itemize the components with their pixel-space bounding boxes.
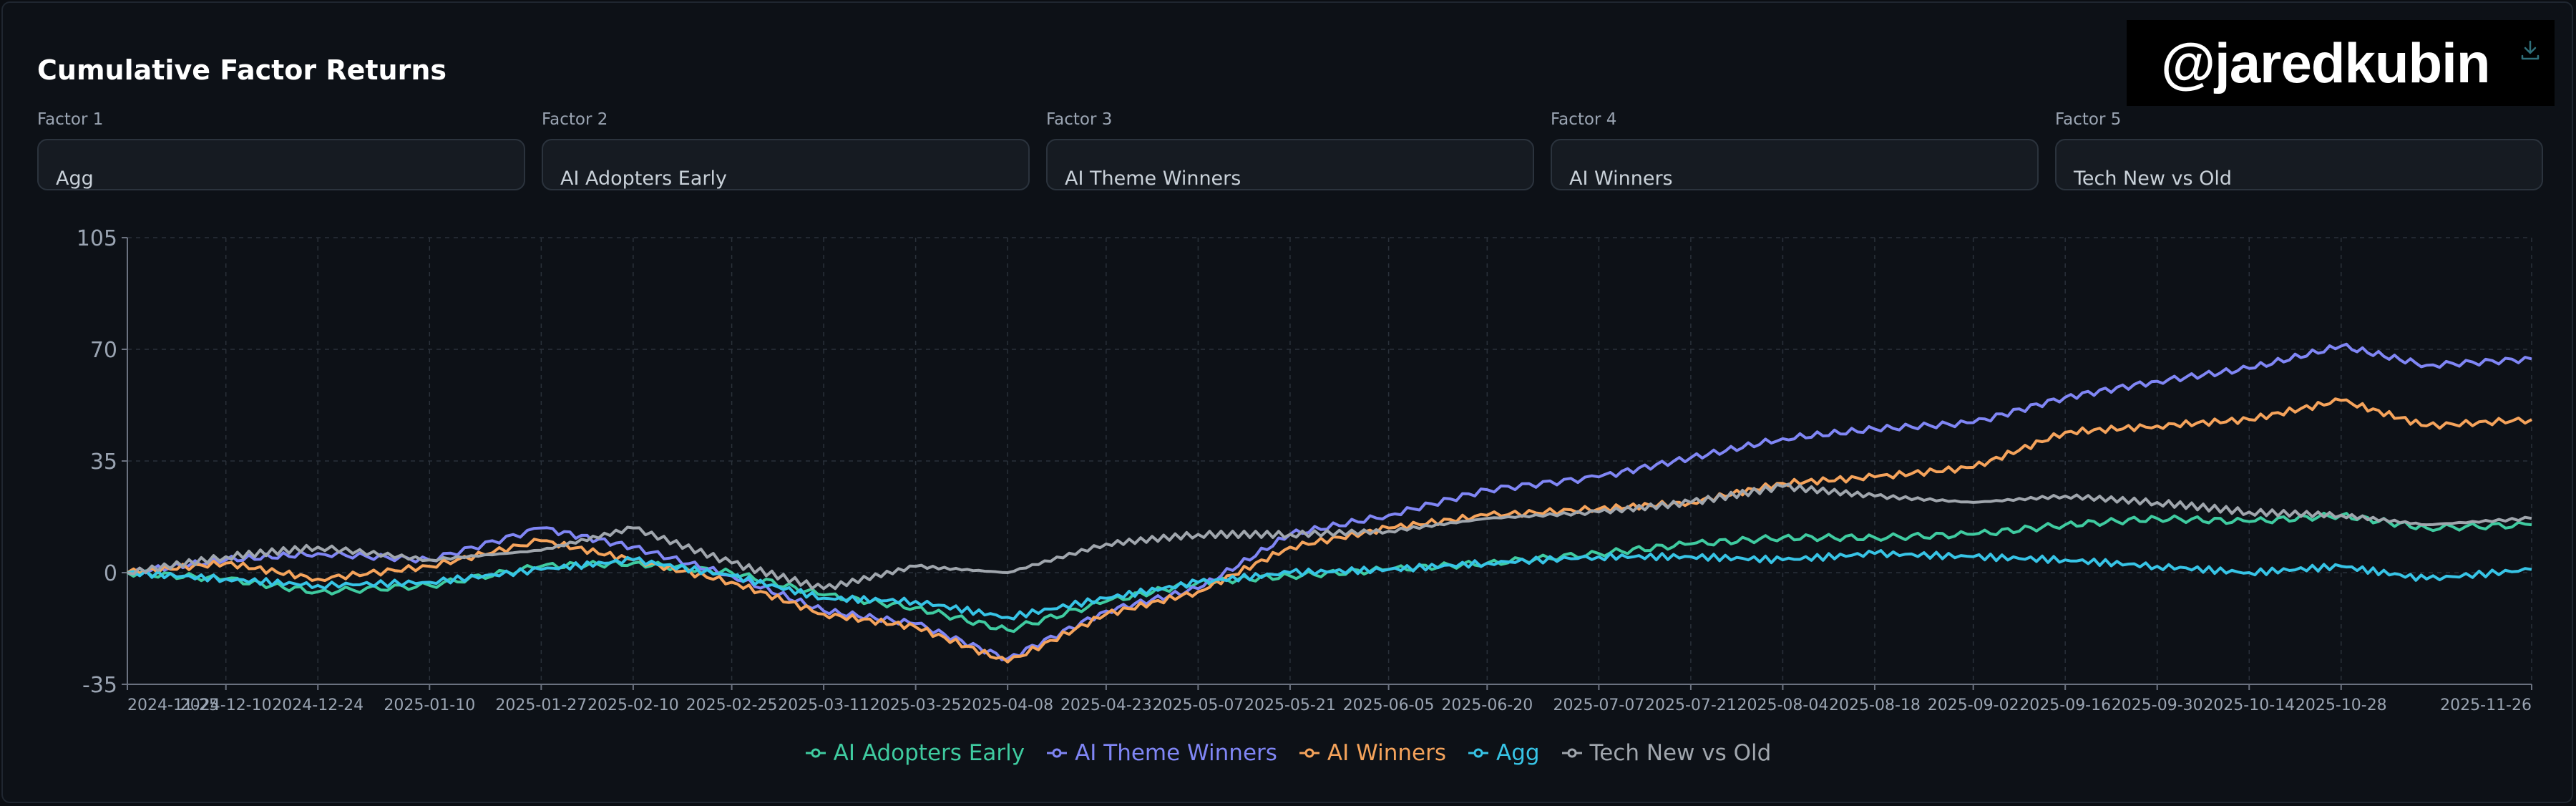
legend-label: AI Winners <box>1327 740 1446 766</box>
x-tick-label: 2024-11-25 <box>127 696 219 714</box>
x-tick-label: 2025-09-30 <box>2112 696 2203 714</box>
legend-label: AI Adopters Early <box>833 740 1025 766</box>
factor-2-label: Factor 2 <box>542 110 608 129</box>
legend-label: Tech New vs Old <box>1589 740 1772 766</box>
y-tick-label: -35 <box>82 673 117 698</box>
x-tick-label: 2025-09-02 <box>1928 696 2019 714</box>
watermark-text: @jaredkubin <box>2161 31 2490 94</box>
series-line-agg <box>127 549 2532 621</box>
chart-grid <box>127 237 2532 685</box>
factor-5-label: Factor 5 <box>2055 110 2122 129</box>
x-tick-label: 2025-02-25 <box>686 696 778 714</box>
legend-line-icon <box>805 748 826 758</box>
card-title: Cumulative Factor Returns <box>37 54 447 86</box>
x-tick-label: 2025-07-21 <box>1645 696 1737 714</box>
factor-5-select[interactable]: Tech New vs Old <box>2055 139 2543 190</box>
chart-series <box>126 342 2532 664</box>
x-tick-label: 2025-10-14 <box>2203 696 2295 714</box>
x-tick-label: 2025-01-10 <box>384 696 475 714</box>
x-tick-label: 2025-08-18 <box>1829 696 1921 714</box>
legend-line-icon <box>1299 748 1319 758</box>
factor-5-field: Factor 5 Tech New vs Old <box>2055 110 2543 190</box>
factor-3-label: Factor 3 <box>1046 110 1113 129</box>
x-tick-label: 2025-06-05 <box>1343 696 1435 714</box>
factor-3-select[interactable]: AI Theme Winners <box>1046 139 1534 190</box>
x-tick-label: 2024-12-10 <box>180 696 272 714</box>
x-tick-label: 2025-04-08 <box>962 696 1053 714</box>
y-tick-label: 105 <box>77 226 117 251</box>
legend-item[interactable]: Tech New vs Old <box>1561 740 1772 766</box>
x-tick-label: 2025-08-04 <box>1737 696 1829 714</box>
x-tick-label: 2025-01-27 <box>495 696 587 714</box>
x-tick-label: 2025-05-21 <box>1244 696 1336 714</box>
legend-item[interactable]: Agg <box>1468 740 1540 766</box>
x-tick-label: 2025-05-07 <box>1152 696 1244 714</box>
legend-line-icon <box>1468 748 1488 758</box>
chart-legend: AI Adopters Early AI Theme Winners AI Winn… <box>0 740 2576 766</box>
legend-item[interactable]: AI Adopters Early <box>805 740 1025 766</box>
chart-axes <box>122 237 2532 690</box>
x-tick-label: 2025-11-26 <box>2440 696 2532 714</box>
legend-label: Agg <box>1496 740 1540 766</box>
series-line-ai-theme-winners <box>127 342 2532 661</box>
legend-line-icon <box>1561 748 1582 758</box>
legend-label: AI Theme Winners <box>1075 740 1277 766</box>
x-tick-label: 2025-06-20 <box>1441 696 1533 714</box>
x-tick-label: 2025-03-11 <box>778 696 869 714</box>
series-line-ai-adopters-early <box>126 511 2532 633</box>
factor-2-field: Factor 2 AI Adopters Early <box>542 110 1030 190</box>
x-tick-label: 2025-07-07 <box>1553 696 1644 714</box>
factor-1-field: Factor 1 Agg <box>37 110 525 190</box>
x-tick-label: 2025-02-10 <box>587 696 679 714</box>
factor-2-select[interactable]: AI Adopters Early <box>542 139 1030 190</box>
factor-4-select[interactable]: AI Winners <box>1551 139 2039 190</box>
x-tick-label: 2025-04-23 <box>1060 696 1152 714</box>
watermark: @jaredkubin <box>2127 20 2555 106</box>
series-line-tech-new-vs-old <box>127 482 2532 591</box>
legend-item[interactable]: AI Winners <box>1299 740 1446 766</box>
factor-1-select[interactable]: Agg <box>37 139 525 190</box>
x-tick-label: 2025-10-28 <box>2296 696 2387 714</box>
factor-4-label: Factor 4 <box>1551 110 1617 129</box>
series-line-ai-winners <box>126 397 2532 664</box>
factor-4-field: Factor 4 AI Winners <box>1551 110 2039 190</box>
x-tick-label: 2025-03-25 <box>870 696 962 714</box>
y-tick-label: 35 <box>90 450 117 475</box>
factor-1-label: Factor 1 <box>37 110 104 129</box>
x-tick-label: 2024-12-24 <box>272 696 364 714</box>
legend-item[interactable]: AI Theme Winners <box>1046 740 1277 766</box>
x-tick-label: 2025-09-16 <box>2019 696 2111 714</box>
y-tick-label: 70 <box>90 338 117 363</box>
y-tick-label: 0 <box>104 561 117 586</box>
factor-3-field: Factor 3 AI Theme Winners <box>1046 110 1534 190</box>
legend-line-icon <box>1047 748 1068 758</box>
download-icon[interactable] <box>2519 39 2542 62</box>
